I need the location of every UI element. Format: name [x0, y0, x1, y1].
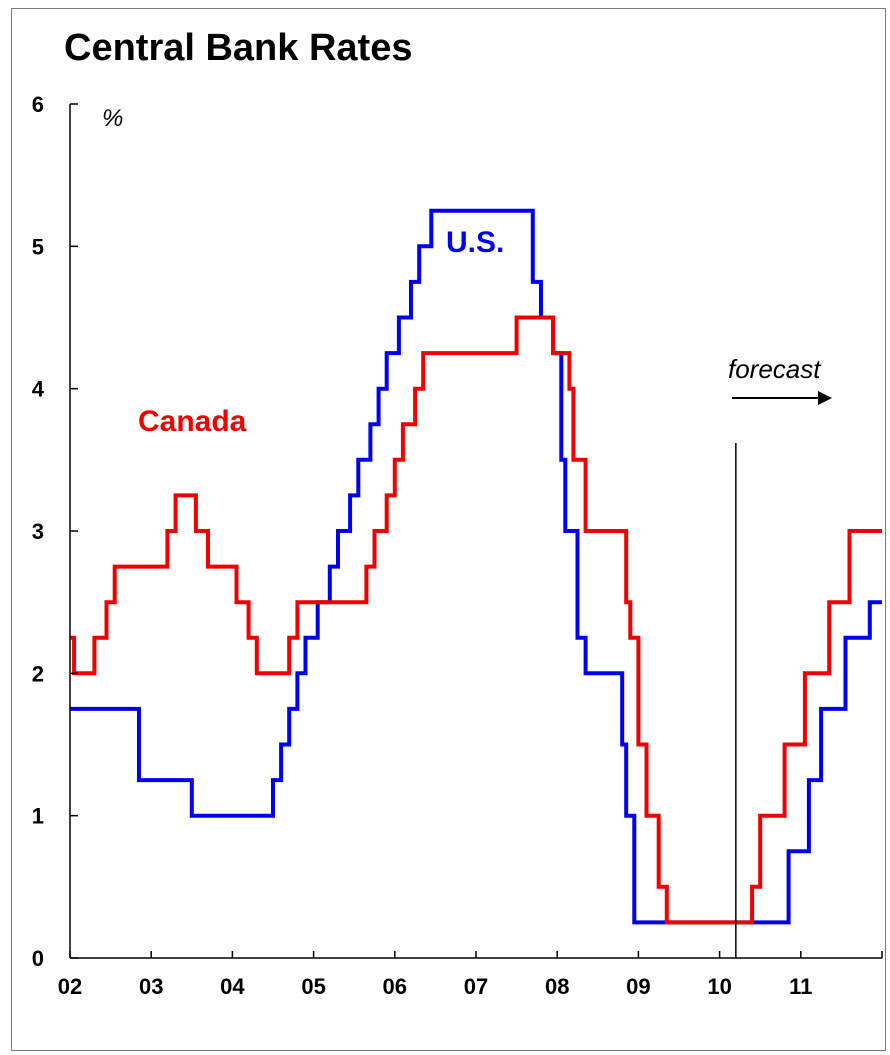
y-tick-label: 6 — [32, 92, 44, 117]
x-tick-label: 08 — [545, 974, 569, 999]
y-tick-label: 2 — [32, 661, 44, 686]
forecast-arrow — [732, 391, 832, 405]
x-tick-label: 10 — [707, 974, 731, 999]
x-tick-label: 03 — [139, 974, 163, 999]
forecast-label: forecast — [728, 354, 822, 384]
x-tick-label: 02 — [58, 974, 82, 999]
x-tick-label: 05 — [301, 974, 325, 999]
y-tick-label: 4 — [32, 377, 45, 402]
series-label-us: U.S. — [446, 226, 504, 259]
y-tick-label: 1 — [32, 804, 44, 829]
x-tick-label: 07 — [464, 974, 488, 999]
y-unit-label: % — [102, 105, 123, 132]
y-tick-label: 0 — [32, 946, 44, 971]
series-layer — [70, 211, 882, 923]
x-tick-label: 09 — [626, 974, 650, 999]
y-tick-label: 5 — [32, 234, 44, 259]
chart-title: Central Bank Rates — [64, 27, 412, 69]
x-tick-label: 06 — [383, 974, 407, 999]
y-tick-label: 3 — [32, 519, 44, 544]
x-tick-label: 11 — [789, 974, 812, 999]
x-tick-label: 04 — [220, 974, 245, 999]
series-label-canada: Canada — [138, 405, 247, 438]
